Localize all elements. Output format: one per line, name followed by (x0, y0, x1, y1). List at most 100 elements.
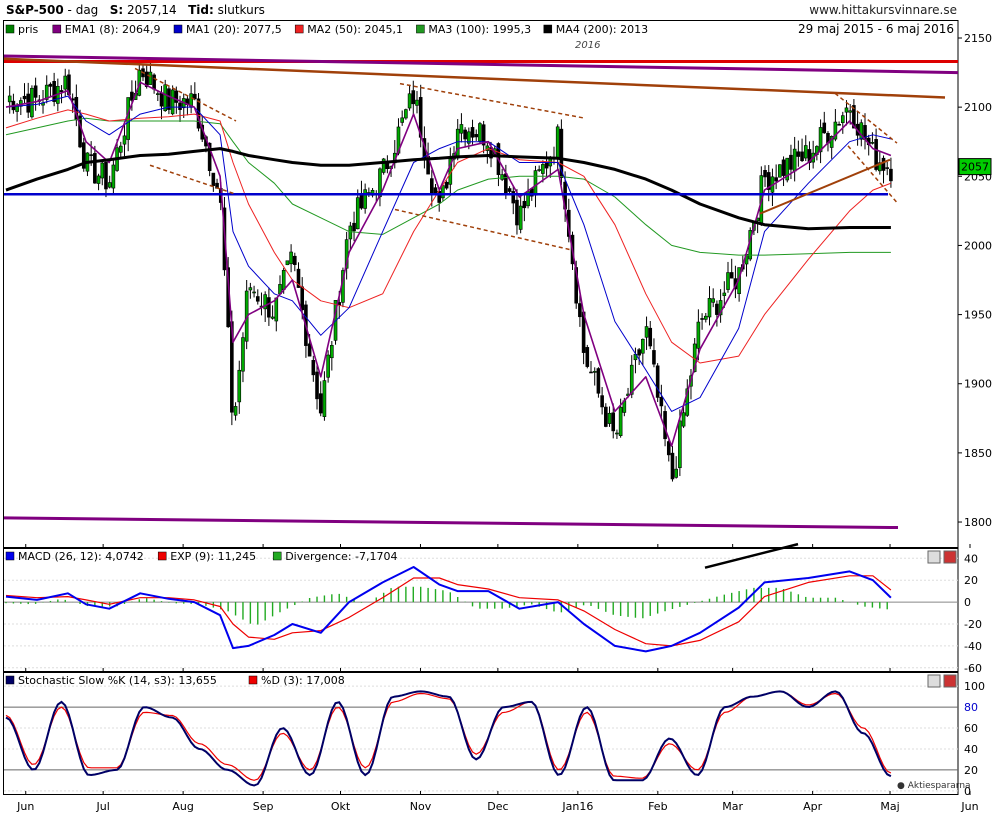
x-axis-label: Apr (803, 800, 823, 813)
candle (870, 132, 875, 145)
candle-body (178, 102, 182, 110)
legend-label: MA2 (50): 2045,1 (307, 23, 403, 36)
channel-dashed (149, 164, 237, 195)
candle (111, 158, 116, 195)
candle-body (359, 194, 364, 209)
candle (59, 85, 64, 104)
candle (22, 83, 27, 105)
candle (778, 164, 782, 178)
candle (641, 338, 645, 366)
candle-body (715, 303, 719, 315)
price-axis-label: 1850 (964, 447, 992, 460)
channel-dashed (399, 82, 586, 119)
macd-legend-label: MACD (26, 12): 4,0742 (18, 550, 144, 563)
candle-body (96, 175, 101, 184)
candle (589, 361, 593, 374)
candle-body (818, 127, 823, 153)
candle-body (144, 71, 149, 87)
candle (167, 86, 171, 115)
candle (629, 355, 634, 399)
candle-body (881, 157, 886, 171)
date-range: 29 maj 2015 - 6 maj 2016 (798, 22, 954, 36)
candle-body (618, 406, 623, 436)
ma20-line (5, 95, 892, 412)
x-axis-label: Nov (410, 800, 432, 813)
candle (881, 155, 886, 184)
candle-body (600, 395, 604, 408)
candle-body (193, 93, 197, 100)
candle (518, 195, 523, 234)
candle (96, 173, 101, 191)
candle-body (848, 110, 852, 113)
stoch-axis-label: 80 (964, 701, 978, 714)
macd-close-button[interactable] (943, 550, 957, 564)
x-axis-label: Jun (16, 800, 34, 813)
candle-body (237, 369, 242, 403)
channel-dashed (394, 208, 571, 251)
x-axis-label: Maj (880, 800, 899, 813)
candle (252, 285, 256, 298)
candle-body (111, 164, 116, 189)
candle (648, 320, 653, 350)
divergence-bars (5, 586, 888, 625)
price-axis-label: 1800 (964, 516, 992, 529)
candle (522, 192, 527, 222)
candle (411, 80, 416, 116)
candle (681, 404, 686, 429)
candle-body (648, 327, 653, 347)
candle-body (174, 90, 179, 103)
stoch-axis-label: 40 (964, 743, 978, 756)
candle (818, 119, 823, 164)
candle-body (352, 222, 356, 232)
candle-body (500, 174, 504, 180)
legend-swatch (416, 24, 425, 34)
price-axis-label: 1950 (964, 309, 992, 322)
candle-body (615, 432, 619, 435)
candle-body (789, 154, 793, 170)
ma100-line (5, 117, 891, 256)
candle-body (322, 380, 327, 417)
candle (666, 439, 671, 462)
legend-swatch (52, 24, 62, 34)
legend-swatch (294, 24, 304, 34)
candle (459, 113, 464, 143)
channel-dashed (834, 92, 898, 144)
x-axis-label: Jun (960, 800, 978, 813)
candle-body (48, 83, 53, 87)
candle (726, 261, 730, 293)
candle-body (293, 255, 297, 265)
stoch-close-button[interactable] (943, 674, 957, 688)
candle-body (700, 318, 704, 320)
trendline-purple-top (3, 54, 959, 75)
candle (655, 363, 660, 403)
x-axis-label: Jul (95, 800, 109, 813)
stoch-settings-button[interactable] (927, 674, 941, 688)
candle-body (415, 99, 419, 106)
candle (293, 252, 297, 272)
candle (381, 157, 386, 175)
x-axis-label: Jan16 (561, 800, 593, 813)
candle (318, 381, 323, 417)
candle-body (611, 412, 616, 432)
candle-body (833, 121, 838, 140)
candle-body (274, 297, 279, 322)
candle-body (170, 89, 175, 115)
year-marker: 2016 (575, 40, 600, 51)
macd-settings-button[interactable] (927, 550, 941, 564)
candle (400, 110, 404, 126)
candle-body (555, 126, 560, 159)
candle-body (207, 142, 212, 171)
candle (352, 211, 356, 242)
candle-body (407, 93, 412, 109)
candle-body (800, 151, 804, 162)
candle (718, 289, 723, 323)
candle (156, 90, 160, 102)
candle-body (326, 354, 330, 378)
candle (807, 141, 812, 171)
legend-swatch (543, 24, 553, 34)
candle-body (703, 315, 708, 320)
candle-body (685, 388, 690, 416)
candle (885, 162, 890, 176)
candle (607, 406, 612, 427)
last-value: 2057,14 (127, 3, 177, 17)
